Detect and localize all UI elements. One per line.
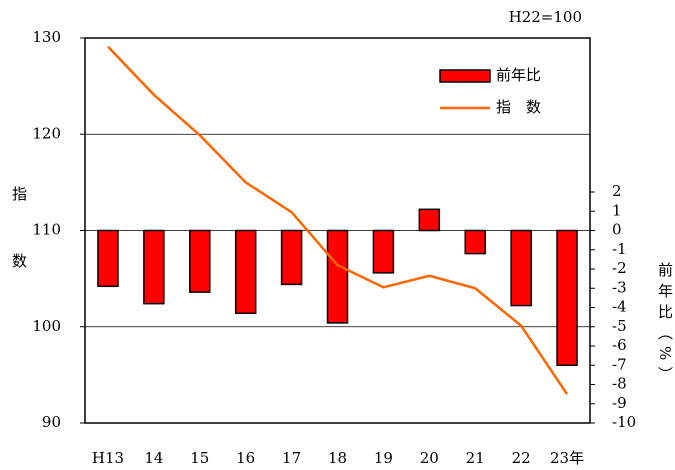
x-tick-label: 18 <box>328 449 347 467</box>
y-tick-label: 120 <box>32 124 61 142</box>
y2-tick-label: -9 <box>612 394 627 412</box>
y2-tick-label: -8 <box>612 375 627 393</box>
y-tick-label: 90 <box>42 413 61 431</box>
bar <box>556 229 578 366</box>
y2-tick-label: -3 <box>612 278 627 296</box>
y2-tick-label: -4 <box>612 298 627 316</box>
x-tick-label: 15 <box>190 449 209 467</box>
x-tick-label: 19 <box>374 449 393 467</box>
x-tick-label: 14 <box>144 449 163 467</box>
y-axis-title: 指数 <box>10 186 28 320</box>
x-tick-label: 23年 <box>550 449 584 467</box>
y2-axis-title: 前年比（%） <box>656 262 674 387</box>
bar <box>510 229 532 307</box>
y-tick-label: 100 <box>32 317 61 335</box>
y2-tick-label: -1 <box>612 240 627 258</box>
y2-tick-label: -10 <box>612 413 636 431</box>
x-tick-label: 16 <box>236 449 255 467</box>
legend-label: 前年比 <box>496 66 541 84</box>
x-tick-label: H13 <box>92 449 124 467</box>
x-tick-label: 22 <box>512 449 531 467</box>
bar <box>189 229 211 293</box>
y2-tick-label: -5 <box>612 317 627 335</box>
bar <box>280 229 303 286</box>
y2-tick-label: -7 <box>612 355 627 373</box>
legend-label: 指 数 <box>496 98 541 116</box>
bar <box>372 229 395 274</box>
y2-tick-label: 2 <box>612 182 622 200</box>
bar <box>143 229 165 305</box>
y2-tick-label: -6 <box>612 336 627 354</box>
bar <box>97 229 119 288</box>
bar <box>418 208 441 232</box>
y2-tick-label: 1 <box>612 201 622 219</box>
plot-frame <box>84 37 591 424</box>
y-tick-label: 110 <box>32 221 61 239</box>
legend-swatch <box>439 69 491 83</box>
note: H22=100 <box>509 8 582 26</box>
y2-tick-label: -2 <box>612 259 627 277</box>
line <box>107 45 569 395</box>
bar <box>326 229 349 324</box>
x-tick-label: 17 <box>282 449 301 467</box>
bar <box>464 229 486 255</box>
x-tick-label: 20 <box>420 449 439 467</box>
bar <box>234 229 257 315</box>
x-tick-label: 21 <box>466 449 485 467</box>
y-tick-label: 130 <box>32 28 61 46</box>
y2-tick-label: 0 <box>612 221 622 239</box>
